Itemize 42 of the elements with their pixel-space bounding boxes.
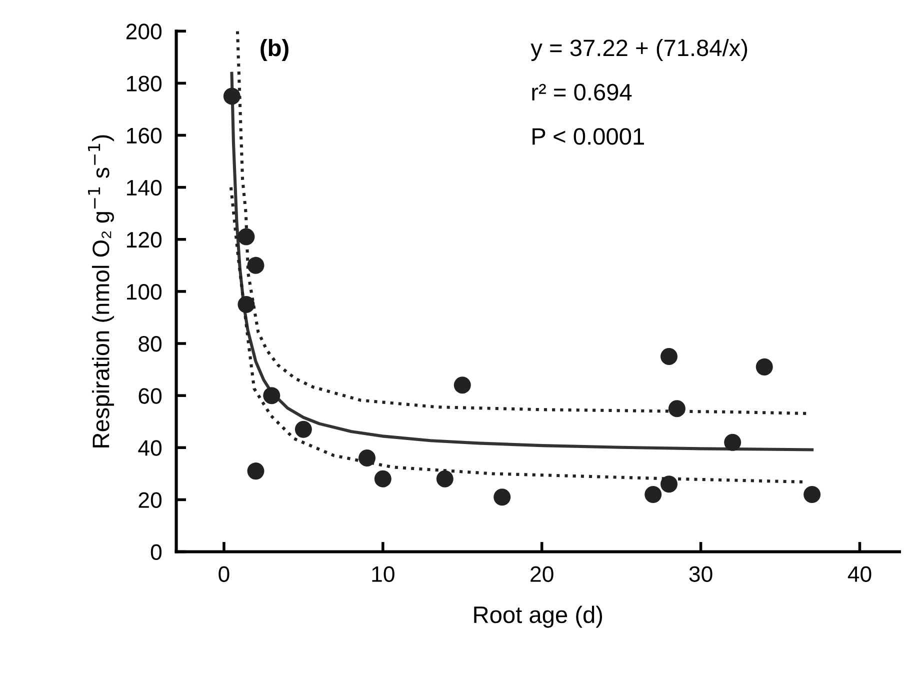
point <box>436 470 454 488</box>
point <box>724 434 742 451</box>
point <box>668 400 686 418</box>
annotation: (b) <box>260 38 288 61</box>
annotation: r² = 0.694 <box>532 84 632 101</box>
point <box>294 420 312 438</box>
annotation: y = 37.22 + (71.84/x) <box>530 38 748 61</box>
y-tick-label: 0 <box>150 544 162 560</box>
x-tick-label: 10 <box>372 566 394 582</box>
point <box>756 358 773 376</box>
point <box>238 296 255 313</box>
point <box>454 376 471 394</box>
point <box>247 256 264 274</box>
y-tick-label: 40 <box>138 440 162 456</box>
point <box>247 462 264 480</box>
y-axis-title: Respiration (nmol O₂ g$^{−1}$ s$^{−1}$) <box>88 135 114 448</box>
y-tick-label: 60 <box>138 388 162 404</box>
point <box>263 387 280 404</box>
point <box>374 470 392 488</box>
x-tick-label: 40 <box>848 566 872 582</box>
y-tick-label: 180 <box>127 76 162 92</box>
y-tick-label: 140 <box>127 180 162 196</box>
x-tick-label: 20 <box>530 566 554 582</box>
annotation: P < 0.0001 <box>532 128 644 145</box>
point <box>644 486 662 503</box>
x-tick-label: 0 <box>218 566 230 582</box>
point <box>660 476 678 493</box>
point <box>358 450 376 467</box>
point <box>223 88 240 105</box>
line-series <box>230 72 814 452</box>
x-axis-title: Root age (d) <box>474 606 602 628</box>
point <box>804 486 821 503</box>
point <box>494 488 511 506</box>
y-tick-label: 200 <box>126 24 162 40</box>
point <box>238 228 255 246</box>
y-tick-label: 100 <box>127 284 162 300</box>
y-tick-label: 120 <box>127 232 162 248</box>
point <box>660 348 678 366</box>
y-tick-label: 20 <box>138 492 162 508</box>
y-tick-label: 160 <box>127 128 162 144</box>
y-tick-label: 80 <box>138 336 162 352</box>
x-tick-label: 30 <box>689 566 712 582</box>
